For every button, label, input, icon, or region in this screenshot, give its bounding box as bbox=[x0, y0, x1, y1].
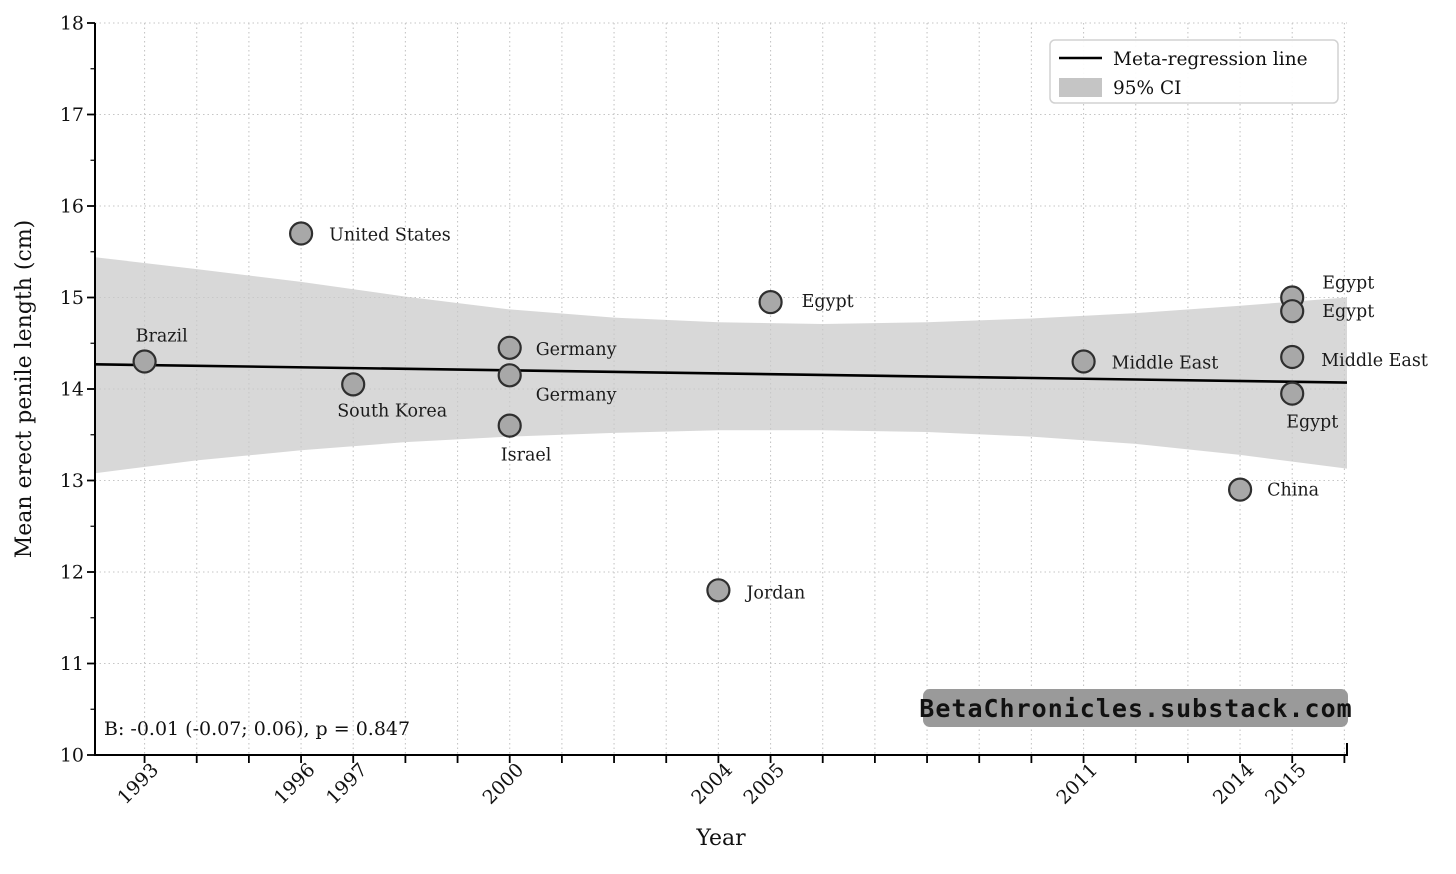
point-label-egypt-10: Egypt bbox=[1322, 274, 1374, 294]
point-label-united-states-1: United States bbox=[329, 226, 451, 246]
y-tick-label-10: 10 bbox=[60, 745, 84, 767]
point-label-jordan-6: Jordan bbox=[744, 583, 805, 603]
legend-box bbox=[1049, 39, 1339, 104]
y-tick-label-13: 13 bbox=[60, 470, 84, 492]
stats-annotation: B: -0.01 (-0.07; 0.06), p = 0.847 bbox=[104, 718, 410, 740]
watermark: BetaChronicles.substack.com bbox=[919, 689, 1352, 727]
data-point-china-9 bbox=[1227, 477, 1253, 502]
y-axis-label: Mean erect penile length (cm) bbox=[12, 220, 37, 559]
data-point-egypt-11 bbox=[1280, 299, 1305, 324]
point-label-egypt-7: Egypt bbox=[802, 292, 854, 312]
y-tick-label-16: 16 bbox=[60, 196, 84, 218]
x-tick-label-2005: 2005 bbox=[739, 759, 789, 809]
point-label-middle-east-12: Middle East bbox=[1321, 351, 1428, 371]
point-label-egypt-13: Egypt bbox=[1286, 413, 1338, 433]
point-label-germany-3: Germany bbox=[536, 340, 617, 360]
point-label-israel-5: Israel bbox=[501, 446, 552, 466]
point-label-middle-east-8: Middle East bbox=[1112, 354, 1219, 374]
watermark-bg bbox=[923, 689, 1348, 727]
data-points bbox=[132, 221, 1305, 603]
point-label-south-korea-2: South Korea bbox=[337, 401, 447, 421]
y-tick-label-12: 12 bbox=[60, 562, 84, 584]
data-point-brazil-0 bbox=[132, 349, 157, 374]
regression-line-group bbox=[94, 362, 1348, 384]
ci-band-group bbox=[95, 257, 1347, 474]
x-tick-label-1997: 1997 bbox=[322, 759, 372, 809]
x-tick-label-2000: 2000 bbox=[478, 759, 528, 809]
x-tick-label-1993: 1993 bbox=[113, 759, 163, 809]
data-point-jordan-6 bbox=[706, 578, 731, 603]
point-label-egypt-11: Egypt bbox=[1322, 302, 1374, 322]
point-label-germany-4: Germany bbox=[536, 385, 617, 405]
legend: Meta-regression line 95% CI bbox=[1049, 39, 1339, 104]
y-tick-label-15: 15 bbox=[60, 287, 84, 309]
x-tick-label-2014: 2014 bbox=[1209, 759, 1259, 809]
legend-label-ci: 95% CI bbox=[1113, 78, 1181, 99]
ci-band bbox=[95, 257, 1347, 474]
point-label-brazil-0: Brazil bbox=[136, 327, 188, 347]
x-axis-label: Year bbox=[695, 826, 746, 851]
data-point-middle-east-12 bbox=[1280, 344, 1305, 370]
data-point-united-states-1 bbox=[289, 221, 314, 246]
data-point-south-korea-2 bbox=[341, 372, 366, 397]
x-tick-label-2004: 2004 bbox=[687, 759, 737, 809]
x-tick-label-2011: 2011 bbox=[1052, 759, 1102, 809]
x-tick-label-2015: 2015 bbox=[1261, 759, 1311, 809]
y-tick-label-18: 18 bbox=[60, 13, 84, 35]
data-point-germany-4 bbox=[497, 363, 522, 388]
watermark-text: BetaChronicles.substack.com bbox=[919, 694, 1352, 723]
legend-patch-sample bbox=[1059, 78, 1102, 97]
y-tick-label-14: 14 bbox=[60, 379, 84, 401]
x-tick-label-1996: 1996 bbox=[270, 759, 320, 809]
axes-spines bbox=[87, 22, 1348, 763]
x-tick-labels: 1993 1996 1997 2000 2004 2005 2011 2014 2015 bbox=[113, 759, 1310, 809]
y-tick-label-11: 11 bbox=[60, 653, 84, 675]
data-point-egypt-7 bbox=[758, 290, 783, 315]
legend-label-regression: Meta-regression line bbox=[1113, 49, 1308, 70]
data-point-egypt-13 bbox=[1280, 381, 1305, 406]
regression-line bbox=[94, 362, 1348, 384]
data-point-middle-east-8 bbox=[1071, 349, 1096, 374]
data-point-israel-5 bbox=[497, 413, 522, 438]
y-tick-label-17: 17 bbox=[60, 104, 84, 126]
data-point-germany-3 bbox=[497, 335, 522, 360]
y-tick-labels: 10 11 12 13 14 15 16 17 18 bbox=[60, 13, 84, 767]
point-labels: Brazil United States South Korea Germany Ger… bbox=[136, 226, 1428, 604]
point-label-china-9: China bbox=[1267, 481, 1319, 501]
